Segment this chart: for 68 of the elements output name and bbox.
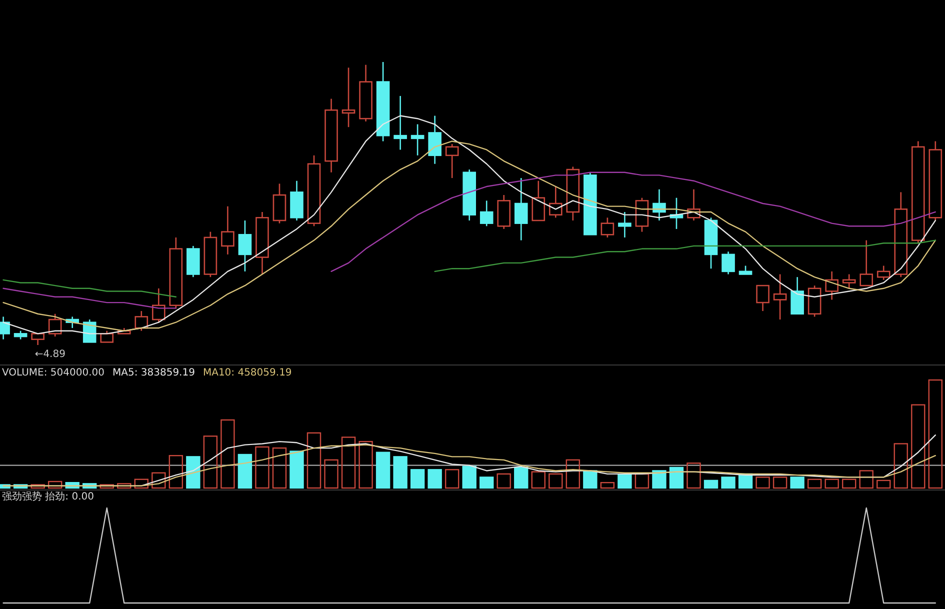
bar: [496, 473, 511, 489]
bar: [807, 478, 822, 489]
bar: [100, 484, 114, 489]
bar: [876, 480, 891, 489]
bar: [548, 473, 563, 489]
bar: [531, 471, 546, 489]
text: 强劲强势 抬劲: 0.00: [2, 490, 94, 503]
bar: [583, 470, 598, 489]
bar: [152, 472, 166, 489]
bar: [824, 478, 839, 489]
bar: [410, 469, 425, 489]
bar: [444, 469, 460, 489]
candlestick: [618, 211, 632, 238]
bar: [117, 483, 132, 489]
candlestick: [342, 67, 356, 128]
bar: [290, 450, 304, 489]
bar: [704, 480, 718, 489]
candlestick: [394, 95, 407, 150]
bar: [306, 432, 322, 489]
candlestick: [134, 310, 148, 332]
candlestick: [221, 206, 234, 256]
bar: [186, 456, 200, 489]
bar: [324, 459, 338, 489]
candlestick: [238, 220, 252, 272]
bar: [618, 474, 632, 489]
text: VOLUME: 504000.00: [2, 368, 104, 379]
bar: [272, 447, 287, 489]
bar: [842, 478, 856, 489]
bar: [341, 436, 356, 489]
bar: [894, 443, 908, 489]
bar: [514, 466, 528, 489]
bar: [393, 456, 408, 489]
bar: [911, 404, 926, 489]
bar: [376, 452, 390, 489]
bar: [669, 466, 684, 489]
candlestick: [256, 211, 269, 275]
bar: [168, 455, 184, 489]
bar: [238, 454, 252, 489]
candlestick: [428, 115, 442, 165]
candlestick: [514, 177, 528, 241]
text: ←4.89: [34, 349, 66, 360]
bar: [358, 440, 373, 489]
bar: [721, 476, 736, 489]
bar: [756, 476, 770, 489]
bar: [203, 436, 218, 489]
candlestick: [876, 265, 890, 281]
bar: [652, 470, 666, 489]
candlestick: [773, 274, 787, 320]
candlestick: [410, 124, 424, 156]
bar: [566, 459, 580, 489]
bar: [480, 476, 494, 489]
bar: [428, 469, 442, 489]
text: MA10: 458059.19: [202, 368, 292, 379]
bar: [462, 466, 476, 489]
bar: [255, 446, 270, 489]
bar: [859, 470, 874, 489]
bar: [134, 478, 148, 489]
bar: [928, 379, 942, 489]
bar: [30, 484, 45, 489]
candlestick: [722, 250, 735, 275]
text: MA5: 383859.19: [112, 368, 195, 379]
bar: [686, 462, 701, 489]
bar: [772, 476, 788, 489]
bar: [600, 482, 615, 489]
bar: [48, 480, 62, 489]
bar: [220, 419, 235, 489]
bar: [790, 476, 804, 489]
candlestick: [324, 98, 338, 174]
